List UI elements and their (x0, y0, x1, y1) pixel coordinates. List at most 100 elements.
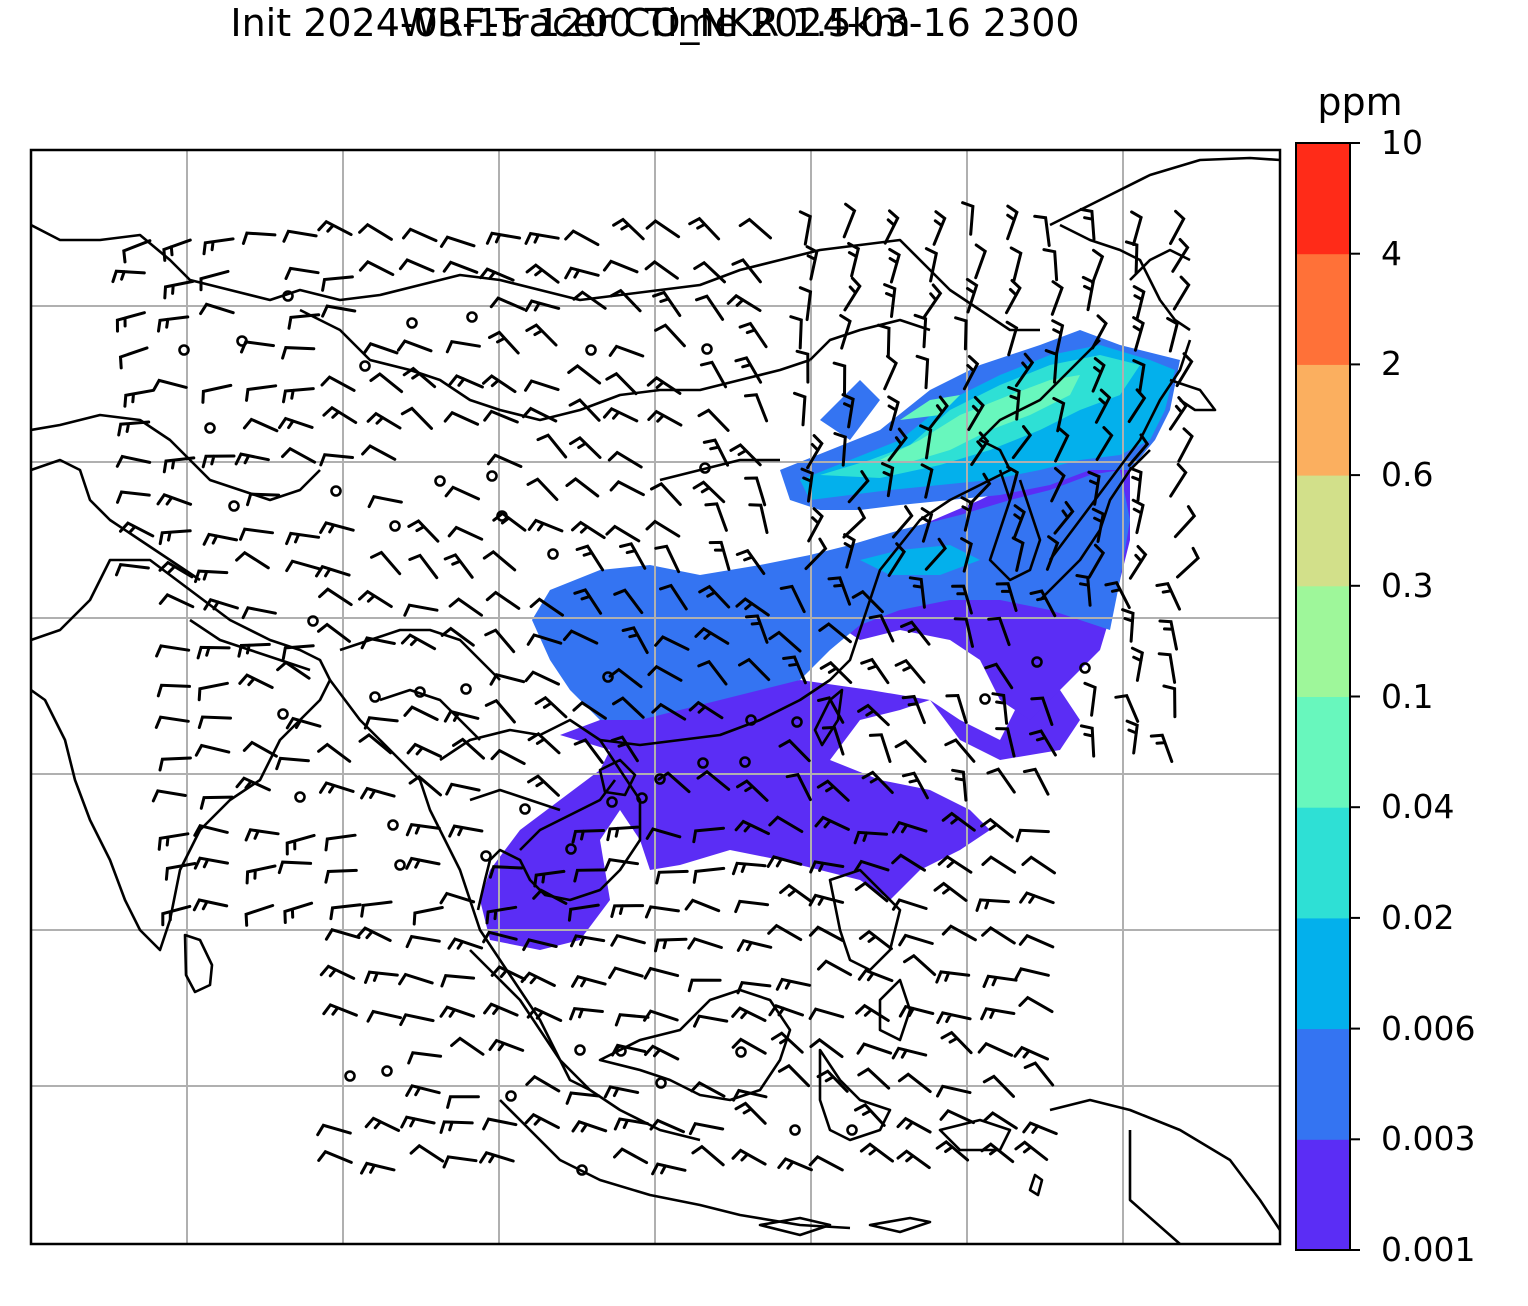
colorbar-segment (1296, 585, 1350, 697)
calm-wind-marker (547, 548, 559, 560)
wind-barb (842, 202, 857, 239)
wind-barb (281, 346, 316, 360)
calm-wind-marker (381, 1065, 393, 1077)
wind-barb (242, 417, 279, 433)
wind-barb (284, 266, 320, 280)
wind-barb (816, 1069, 849, 1093)
wind-barb (1171, 238, 1190, 273)
wind-barb (645, 219, 681, 239)
wind-barb (898, 933, 934, 947)
wind-barb (1052, 396, 1066, 433)
wind-barb (987, 616, 1011, 647)
wind-barb (571, 1120, 608, 1133)
wind-barb (986, 767, 1016, 794)
wind-barb (527, 774, 560, 797)
wind-barb (485, 905, 518, 925)
wind-barb (809, 1037, 844, 1059)
wind-barb (779, 883, 814, 904)
wind-barb (1015, 828, 1050, 843)
wind-barb (565, 1091, 601, 1105)
wind-barb (490, 748, 526, 766)
wind-barb (1023, 1061, 1055, 1087)
wind-barb (981, 926, 1016, 945)
wind-barb (360, 786, 396, 800)
wind-barb (821, 725, 845, 756)
wind-barb (789, 315, 803, 350)
wind-barb (570, 934, 606, 948)
calm-wind-marker (466, 311, 478, 323)
wind-barb (857, 703, 890, 727)
wind-barb (203, 598, 239, 611)
wind-barb (738, 321, 768, 349)
wind-barb (853, 859, 890, 873)
wind-barb (1083, 681, 1097, 717)
wind-barb (982, 974, 1018, 988)
wind-barb (854, 881, 889, 903)
wind-barb (1013, 1045, 1049, 1061)
wind-barb (858, 929, 893, 951)
wind-barb (490, 965, 527, 981)
wind-barb (283, 901, 314, 924)
wind-barb (974, 243, 987, 280)
wind-barb (526, 477, 559, 501)
wind-barb (403, 705, 439, 721)
wind-barb (484, 698, 516, 724)
wind-barb (364, 970, 399, 984)
wind-barb (736, 980, 772, 995)
wind-barb (360, 900, 393, 918)
calm-wind-marker (282, 290, 294, 302)
wind-barb (405, 1084, 441, 1097)
wind-barb (569, 436, 602, 459)
wind-barb (827, 576, 852, 606)
calm-wind-marker (1031, 656, 1043, 668)
wind-barb (898, 1004, 935, 1018)
wind-barb (605, 524, 641, 543)
wind-barb (896, 1149, 931, 1170)
wind-barb (856, 1042, 893, 1055)
colorbar-tick-label: 10 (1381, 123, 1423, 162)
wind-barb (193, 823, 229, 837)
wind-barb (935, 1140, 970, 1162)
wind-barb (527, 732, 561, 755)
wind-barb (982, 1074, 1015, 1098)
wind-barb (908, 576, 926, 609)
wind-barb (317, 622, 351, 643)
wind-barb (486, 453, 523, 468)
wind-barb (567, 903, 600, 922)
wind-barb (485, 590, 521, 610)
wind-barb (896, 1116, 932, 1134)
wind-barb (731, 258, 762, 284)
map-panel (31, 150, 1280, 1244)
wind-barb (362, 342, 399, 355)
wind-barb (199, 269, 230, 292)
wind-barb (400, 406, 433, 430)
colorbar-segment (1296, 1028, 1350, 1140)
wind-barb (483, 1002, 519, 1017)
wind-barb (643, 966, 680, 980)
map-title-line-1: WRF-Tracer CO_NKR 1.5km (399, 1, 911, 45)
wind-barb (360, 636, 396, 650)
wind-barb (275, 756, 310, 771)
wind-barb (324, 928, 361, 941)
wind-barb (767, 923, 803, 942)
wind-barb (448, 824, 484, 838)
wind-barb (452, 737, 485, 760)
wind-barb (980, 817, 1014, 839)
wind-barb (1091, 507, 1105, 543)
wind-barb (442, 1155, 478, 1169)
calm-wind-marker (344, 1070, 356, 1082)
wind-barb (804, 537, 828, 571)
colorbar-tick-label: 0.3 (1381, 565, 1434, 605)
wind-barb (443, 553, 474, 579)
wind-barb (729, 443, 762, 467)
wind-barb (1130, 646, 1144, 682)
wind-barb (162, 238, 192, 262)
calm-wind-marker (979, 693, 991, 705)
wind-barb (520, 971, 556, 987)
wind-barb (726, 293, 762, 312)
wind-barb (285, 559, 321, 573)
wind-barb (778, 738, 811, 763)
wind-barb (744, 476, 767, 507)
wind-barb (396, 339, 433, 353)
wind-barb (1158, 619, 1178, 651)
